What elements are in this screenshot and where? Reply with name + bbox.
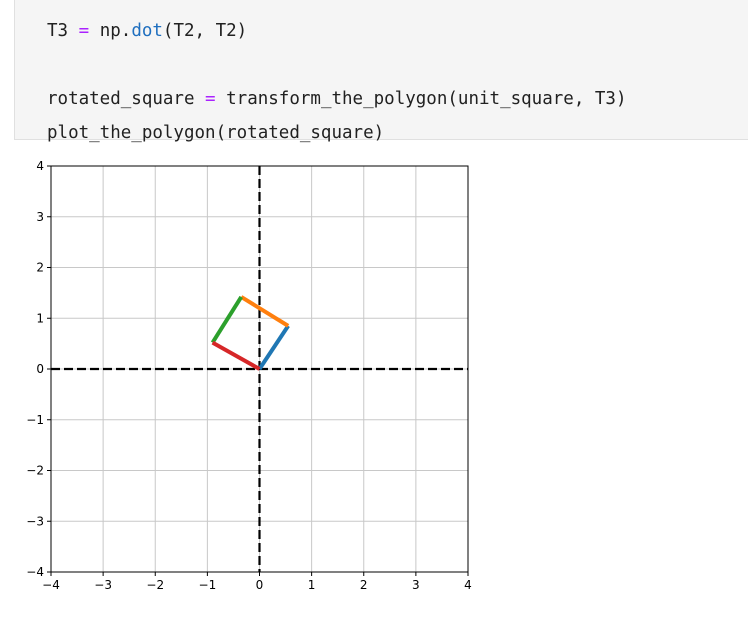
code-token: transform_the_polygon(unit_square, T3) xyxy=(215,89,627,109)
code-token: T3 xyxy=(47,21,79,41)
y-tick-label: 3 xyxy=(36,210,44,224)
polygon-edge xyxy=(211,340,261,371)
code-editor[interactable]: T3 = np.dot(T2, T2) rotated_square = tra… xyxy=(47,14,627,150)
polygon-edge xyxy=(257,324,290,371)
polygon-edge xyxy=(210,295,243,344)
code-line: rotated_square = transform_the_polygon(u… xyxy=(47,82,627,116)
code-token: dot xyxy=(131,21,163,41)
code-line: plot_the_polygon(rotated_square) xyxy=(47,116,627,150)
y-tick-label: 4 xyxy=(36,159,44,173)
code-token: plot_the_polygon(rotated_square) xyxy=(47,123,385,143)
cell-output: −4 −3 −2 −1 0 1 2 3 4 4 3 2 1 0 −1 −2 −3 −4 xyxy=(0,145,748,617)
code-cell-input[interactable]: T3 = np.dot(T2, T2) rotated_square = tra… xyxy=(14,0,748,143)
polygon-plot: −4 −3 −2 −1 0 1 2 3 4 4 3 2 1 0 −1 −2 −3 −4 xyxy=(26,159,472,592)
x-tick-label: −3 xyxy=(94,578,112,592)
x-tick-label: 0 xyxy=(256,578,264,592)
x-tick-label: 4 xyxy=(464,578,472,592)
x-tick-label: 2 xyxy=(360,578,368,592)
y-tick-label: 2 xyxy=(36,261,44,275)
code-token: np. xyxy=(89,21,132,41)
code-line: T3 = np.dot(T2, T2) xyxy=(47,14,627,48)
y-tick-label: 1 xyxy=(36,311,44,325)
code-token: rotated_square xyxy=(47,89,206,109)
x-tick-label: −1 xyxy=(199,578,217,592)
y-tick-label: −2 xyxy=(26,464,44,478)
x-tick-label: −2 xyxy=(146,578,164,592)
x-tick-label: 1 xyxy=(308,578,316,592)
polygon-edge xyxy=(240,295,290,328)
y-tick-label: −4 xyxy=(26,565,44,579)
code-token: = xyxy=(205,89,216,109)
x-tick-label: −4 xyxy=(42,578,60,592)
y-tick-label: 0 xyxy=(36,362,44,376)
y-tick-label: −1 xyxy=(26,413,44,427)
x-tick-label: 3 xyxy=(412,578,420,592)
code-line xyxy=(47,48,627,82)
code-token: (T2, T2) xyxy=(162,21,248,41)
code-token: = xyxy=(78,21,90,41)
y-tick-label: −3 xyxy=(26,514,44,528)
